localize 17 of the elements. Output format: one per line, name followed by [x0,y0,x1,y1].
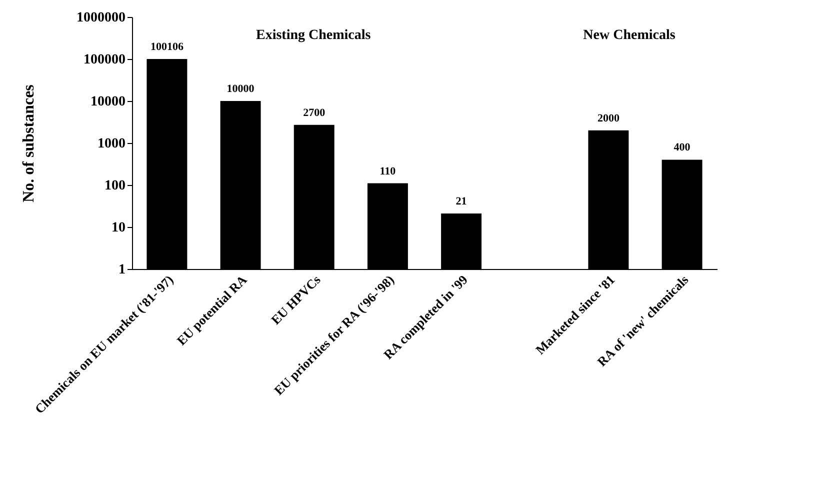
y-tick-label: 1 [118,262,126,278]
y-tick-label: 1000000 [76,10,126,26]
data-label: 2000 [597,112,620,124]
y-tick-label: 100000 [84,52,126,68]
y-tick-label: 10000 [90,94,126,110]
annotation: Existing Chemicals [256,28,372,43]
y-axis-title: No. of substances [20,84,38,202]
data-label: 100106 [150,40,184,53]
y-tick-label: 1000 [98,136,126,152]
data-label: 10000 [226,83,255,95]
data-label: 400 [674,142,691,154]
data-label: 110 [380,165,396,178]
data-label: 2700 [303,106,326,119]
data-label: 21 [456,195,467,208]
annotation: New Chemicals [583,28,676,43]
y-tick-label: 100 [104,178,126,194]
y-tick-label: 10 [112,220,126,236]
